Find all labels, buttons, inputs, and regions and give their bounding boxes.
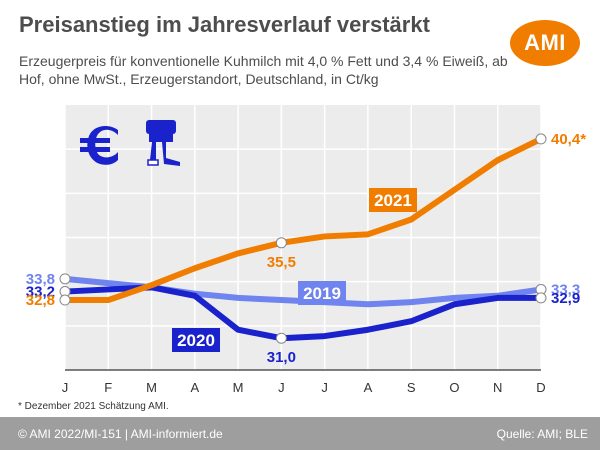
point-label-2019: 33,3 [551,281,580,298]
series-label-box-2019 [298,281,346,305]
chart-header: Preisanstieg im Jahresverlauf verstärkt … [0,0,600,95]
chart-subtitle: Erzeugerpreis für konventionelle Kuhmilc… [19,53,508,87]
series-markers [59,133,547,344]
line-chart: 33,833,333,231,032,932,835,540,4* 201920… [26,105,586,395]
data-point-2020 [275,332,287,344]
data-point-2020 [535,292,547,304]
series-label-2019: 2019 [303,284,341,303]
x-tick-label: M [146,380,157,395]
x-tick-label: A [364,380,373,395]
data-point-2021 [59,294,71,306]
point-label-2020: 33,2 [26,284,55,301]
point-label-2021: 32,8 [26,292,55,309]
data-point-2019 [59,273,71,285]
series-line-2021 [62,135,544,304]
x-tick-label: J [278,380,285,395]
series-label-box-2020 [172,328,220,352]
x-tick-label: F [104,380,112,395]
x-tick-label: O [449,380,459,395]
point-labels: 33,8 33,3 33,2 31,0 32,9 32,8 35,5 40,4* [26,131,586,366]
source-text: Quelle: AMI; BLE [496,427,588,441]
point-label-2020: 31,0 [267,349,296,366]
series-labels: 2019 2020 2021 [172,188,417,352]
series-label-2021: 2021 [374,191,412,210]
data-point-2021 [535,133,547,145]
milking-machine-icon [146,120,180,166]
point-label-2021: 35,5 [267,254,296,271]
series-label-2020: 2020 [177,331,215,350]
x-tick-label: S [407,380,416,395]
euro-icon [80,126,118,165]
ami-logo: AMI [510,20,580,66]
footer-bar: © AMI 2022/MI-151 | AMI-informiert.de Qu… [0,417,600,450]
point-label-2021: 40,4* [551,131,586,148]
x-tick-label: J [321,380,328,395]
data-point-2021 [275,237,287,249]
x-tick-label: M [233,380,244,395]
point-label-2019: 33,8 [26,271,55,288]
x-tick-label: D [536,380,545,395]
footnote: * Dezember 2021 Schätzung AMI. [18,401,169,412]
point-label-2020: 32,9 [551,290,580,307]
x-tick-label: A [190,380,199,395]
series-label-box-2021 [369,188,417,212]
x-tick-label: N [493,380,502,395]
chart-title: Preisanstieg im Jahresverlauf verstärkt [19,12,430,37]
x-tick-label: J [62,380,69,395]
copyright-text: © AMI 2022/MI-151 | AMI-informiert.de [18,427,223,441]
